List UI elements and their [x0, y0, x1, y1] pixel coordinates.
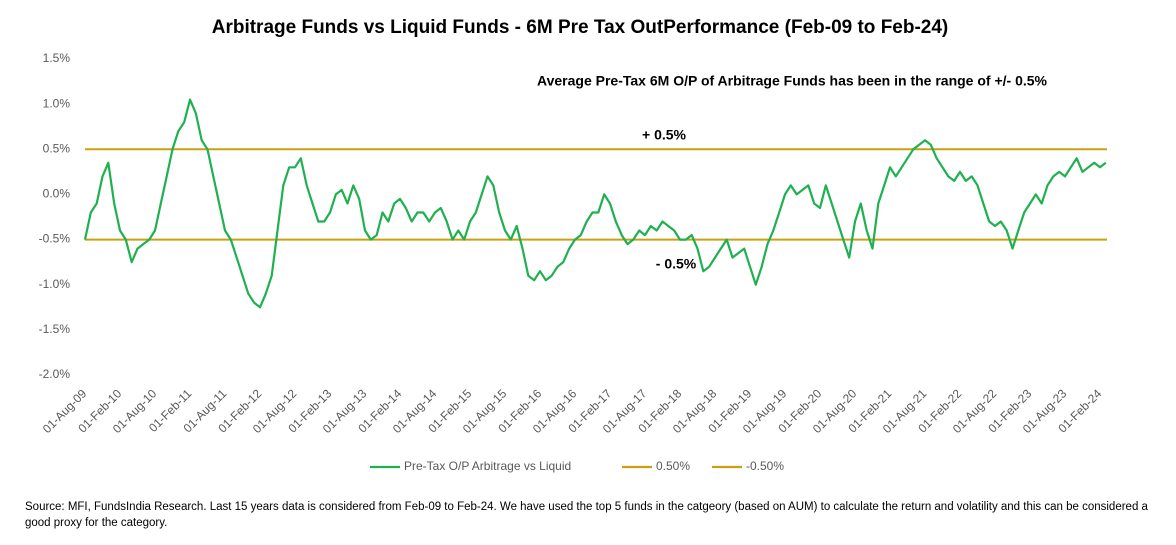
annotation: - 0.5%	[656, 256, 697, 272]
legend-label: 0.50%	[656, 459, 690, 473]
chart: Arbitrage Funds vs Liquid Funds - 6M Pre…	[39, 17, 1107, 473]
y-tick-label: -1.0%	[39, 277, 71, 291]
legend-label: -0.50%	[746, 459, 784, 473]
y-tick-label: 1.5%	[43, 51, 71, 65]
chart-title: Arbitrage Funds vs Liquid Funds - 6M Pre…	[212, 17, 949, 38]
annotation: Average Pre-Tax 6M O/P of Arbitrage Fund…	[537, 73, 1048, 89]
y-tick-label: 1.0%	[43, 96, 71, 110]
y-tick-label: 0.5%	[43, 141, 71, 155]
source-note: Source: MFI, FundsIndia Research. Last 1…	[25, 501, 1148, 529]
legend-label: Pre-Tax O/P Arbitrage vs Liquid	[404, 459, 571, 473]
annotation: + 0.5%	[642, 127, 687, 143]
y-tick-label: -0.5%	[39, 232, 71, 246]
y-tick-label: 0.0%	[43, 187, 71, 201]
y-tick-label: -1.5%	[39, 322, 71, 336]
y-tick-label: -2.0%	[39, 367, 71, 381]
data-line	[83, 98, 1107, 309]
